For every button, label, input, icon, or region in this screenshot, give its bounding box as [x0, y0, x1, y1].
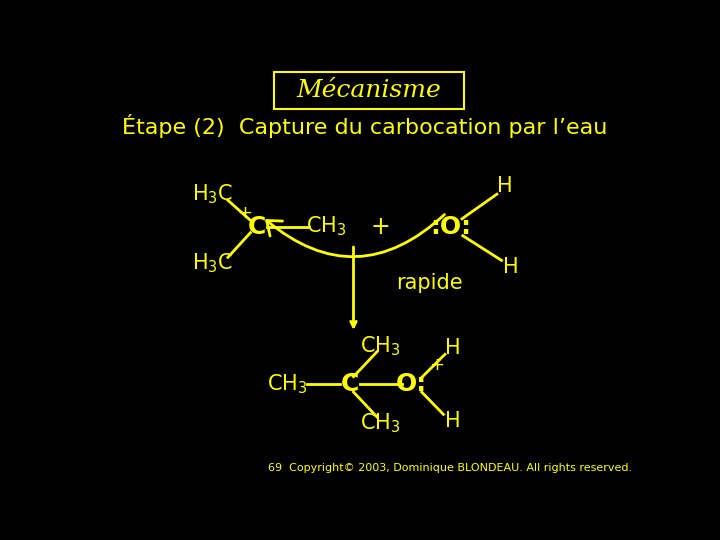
Text: +: + [238, 205, 253, 222]
Text: +: + [429, 356, 444, 374]
Text: CH$_3$: CH$_3$ [267, 373, 308, 396]
Text: H: H [445, 410, 461, 430]
Text: Mécanisme: Mécanisme [297, 79, 441, 102]
Text: Étape (2)  Capture du carbocation par l’eau: Étape (2) Capture du carbocation par l’e… [122, 114, 608, 138]
Text: rapide: rapide [396, 273, 463, 293]
FancyBboxPatch shape [274, 72, 464, 109]
Text: :O:: :O: [430, 214, 471, 239]
Text: O:: O: [396, 373, 427, 396]
Text: C: C [341, 373, 359, 396]
Text: CH$_3$: CH$_3$ [361, 411, 401, 435]
Text: +: + [371, 214, 390, 239]
Text: H$_3$C: H$_3$C [192, 252, 233, 275]
FancyArrowPatch shape [266, 214, 444, 256]
Text: CH$_3$: CH$_3$ [306, 215, 346, 238]
Text: C: C [248, 214, 266, 239]
Text: H: H [497, 177, 513, 197]
Text: CH$_3$: CH$_3$ [361, 334, 401, 357]
Text: H: H [503, 256, 518, 276]
Text: 69  Copyright© 2003, Dominique BLONDEAU. All rights reserved.: 69 Copyright© 2003, Dominique BLONDEAU. … [269, 463, 632, 473]
Text: H: H [445, 338, 461, 358]
Text: H$_3$C: H$_3$C [192, 183, 233, 206]
